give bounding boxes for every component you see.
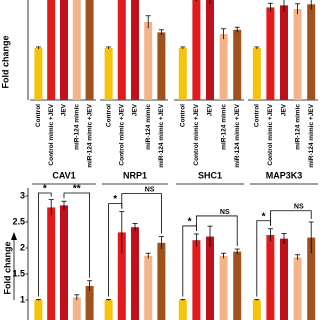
bar (60, 0, 68, 100)
significance-label: ** (73, 184, 81, 195)
panel-title: NRP1 (123, 170, 147, 180)
panel-title: SHC1 (198, 170, 222, 180)
bar (252, 300, 261, 320)
x-tick-label: Control (180, 104, 187, 127)
bar (72, 0, 81, 100)
bar (219, 255, 228, 320)
x-tick-label: Control mimic +JEV (267, 103, 274, 165)
bar (157, 32, 166, 100)
bar (131, 227, 139, 320)
bar (307, 237, 316, 320)
x-tick-label: Control (254, 104, 261, 127)
bar (233, 251, 242, 320)
bar (131, 0, 139, 101)
y-tick-label: 1 (20, 294, 25, 304)
y-axis-title: Fold change (2, 241, 12, 294)
x-tick-label: Control mimic +JEV (48, 103, 55, 165)
x-tick-label: Control (105, 104, 112, 127)
panel-title: CAV1 (52, 170, 75, 180)
y-tick-label: 1.5 (12, 268, 25, 278)
bar (206, 236, 214, 320)
bar (233, 29, 242, 100)
significance-bracket (270, 210, 312, 226)
bar (178, 300, 187, 320)
bar (60, 205, 68, 320)
bar (104, 300, 113, 320)
significance-label: * (188, 217, 192, 228)
bar (47, 0, 56, 100)
bar (178, 48, 187, 100)
bar (34, 300, 43, 320)
significance-bracket (38, 192, 52, 297)
bar (252, 48, 261, 100)
x-tick-label: miR-124 mimic (145, 104, 152, 150)
x-tick-label: miR-124 mimic (74, 104, 81, 150)
bar (117, 0, 126, 101)
bar (293, 257, 302, 320)
bar (85, 0, 94, 100)
x-tick-label: miR-124 mimic +JEV (234, 103, 241, 167)
bar (144, 255, 153, 320)
y-tick-label: 2 (20, 242, 25, 252)
x-tick-label: JEV (281, 103, 288, 116)
significance-bracket (196, 215, 238, 247)
bar (72, 297, 81, 320)
panel-title: MAP3K3 (266, 170, 303, 180)
bar (280, 238, 288, 320)
x-tick-label: miR-124 mimic +JEV (86, 103, 93, 167)
x-tick-label: miR-124 mimic +JEV (158, 103, 165, 167)
bar (266, 235, 275, 320)
significance-label: * (43, 184, 47, 195)
x-tick-label: JEV (207, 103, 214, 116)
significance-bracket (63, 192, 90, 278)
significance-label: NS (294, 204, 304, 211)
bar (307, 4, 316, 100)
x-tick-label: Control mimic +JEV (119, 103, 126, 165)
bar (157, 242, 166, 320)
bar (219, 33, 228, 100)
x-tick-label: JEV (132, 103, 139, 116)
x-tick-label: miR-124 mimic (220, 104, 227, 150)
bar (104, 48, 113, 100)
bar (266, 7, 275, 100)
x-tick-label: miR-124 mimic (294, 104, 301, 150)
y-tick-label: 2.5 (12, 216, 25, 226)
arrow-head (11, 232, 17, 240)
bar (192, 0, 201, 100)
significance-bracket (121, 193, 162, 234)
bar (192, 240, 201, 320)
bar (144, 22, 153, 100)
bar (85, 285, 94, 320)
bar (293, 9, 302, 100)
bar (117, 232, 126, 320)
y-tick-label: 3 (20, 190, 25, 200)
x-tick-label: Control mimic +JEV (193, 103, 200, 165)
significance-label: * (113, 194, 117, 205)
y-axis-title: Fold change (0, 35, 10, 88)
bar (206, 0, 214, 101)
x-tick-label: Control (35, 104, 42, 127)
bar (280, 5, 288, 100)
bar (34, 48, 43, 100)
x-tick-label: JEV (61, 103, 68, 116)
significance-label: * (262, 211, 266, 222)
significance-label: NS (145, 186, 155, 193)
x-tick-label: miR-124 mimic +JEV (308, 103, 315, 167)
bar (47, 207, 56, 320)
significance-label: NS (220, 209, 230, 216)
